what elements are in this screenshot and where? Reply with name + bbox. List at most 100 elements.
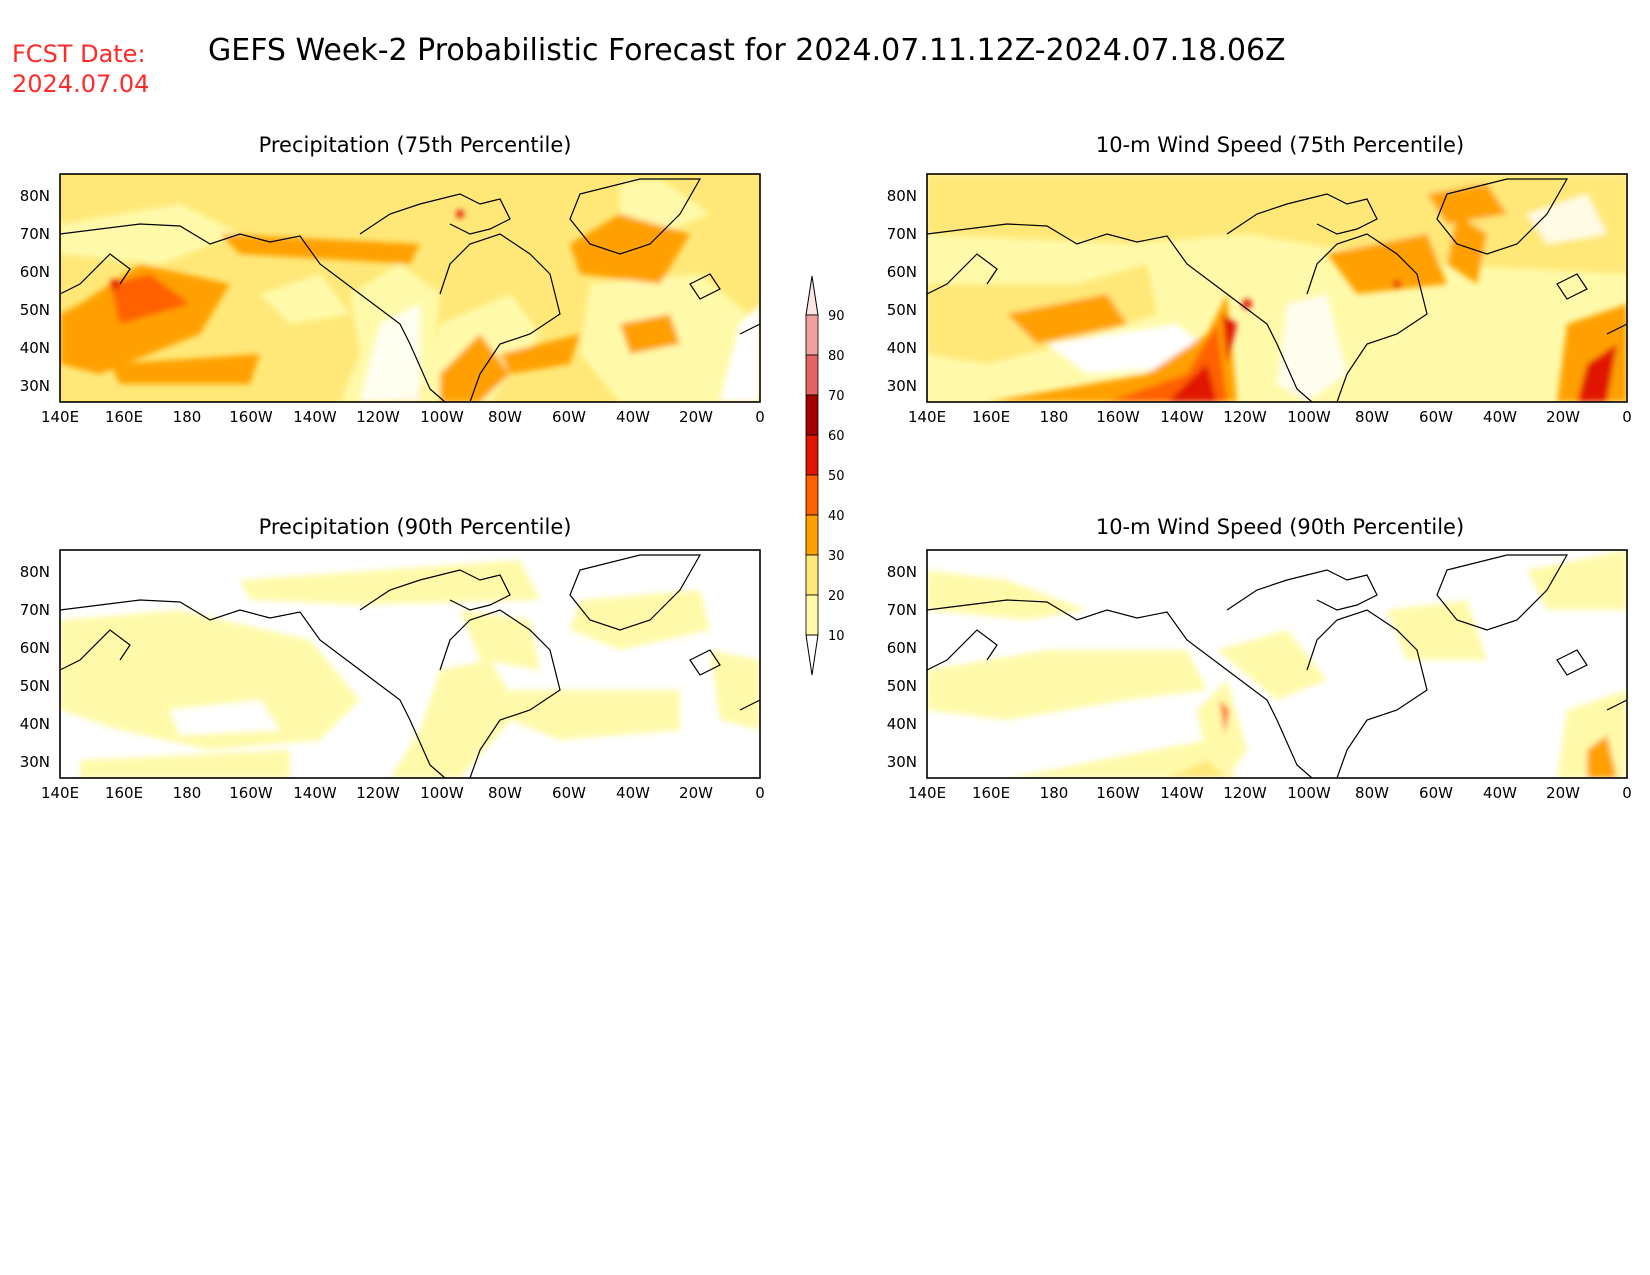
lat-tick: 50N (20, 677, 50, 695)
colorbar-label: 10 (828, 629, 845, 644)
lon-tick: 60W (1419, 408, 1453, 426)
lon-tick: 0 (1622, 784, 1632, 802)
lat-tick: 30N (887, 377, 917, 395)
lon-tick: 100W (420, 784, 464, 802)
lon-tick: 40W (616, 408, 650, 426)
panel-precip-90: Precipitation (90th Percentile) (20, 515, 765, 802)
lon-tick: 0 (755, 784, 765, 802)
lon-axis: 140E 160E 180 160W 140W 120W 100W 80W 60… (908, 784, 1632, 802)
lon-tick: 160W (229, 784, 273, 802)
lon-tick: 80W (1355, 784, 1389, 802)
probability-field (60, 174, 760, 402)
lat-tick: 70N (887, 225, 917, 243)
lat-tick: 80N (20, 187, 50, 205)
lon-tick: 120W (356, 784, 400, 802)
lon-tick: 180 (173, 784, 202, 802)
lon-tick: 80W (488, 784, 522, 802)
colorbar-label: 30 (828, 549, 845, 564)
lat-axis: 80N 70N 60N 50N 40N 30N (20, 563, 50, 771)
lon-axis: 140E 160E 180 160W 140W 120W 100W 80W 60… (41, 408, 765, 426)
lat-tick: 50N (887, 301, 917, 319)
lon-tick: 0 (1622, 408, 1632, 426)
panel-title: Precipitation (90th Percentile) (259, 515, 572, 539)
map-frame (926, 173, 1628, 403)
colorbar-label: 20 (828, 589, 845, 604)
lat-axis: 80N 70N 60N 50N 40N 30N (20, 187, 50, 395)
colorbar-swatch (805, 434, 819, 476)
colorbar-label: 90 (828, 309, 845, 324)
colorbar-swatch (805, 354, 819, 396)
lon-tick: 140E (908, 408, 946, 426)
lat-tick: 40N (887, 339, 917, 357)
lon-tick: 180 (173, 408, 202, 426)
lat-tick: 60N (887, 263, 917, 281)
probability-field (60, 550, 760, 778)
coastlines (926, 178, 1628, 403)
lat-tick: 30N (20, 377, 50, 395)
lon-tick: 160E (105, 408, 143, 426)
lat-tick: 70N (887, 601, 917, 619)
panel-wind-75: 10-m Wind Speed (75th Percentile) (887, 133, 1632, 426)
lon-tick: 140E (41, 784, 79, 802)
lon-tick: 140W (293, 408, 337, 426)
lat-tick: 40N (887, 715, 917, 733)
fcst-date-label: FCST Date: (12, 40, 146, 68)
panel-precip-75: Precipitation (75th Percentile) (20, 133, 765, 426)
lon-axis: 140E 160E 180 160W 140W 120W 100W 80W 60… (908, 408, 1632, 426)
lon-axis: 140E 160E 180 160W 140W 120W 100W 80W 60… (41, 784, 765, 802)
lon-tick: 140W (1160, 784, 1204, 802)
lon-tick: 20W (1546, 408, 1580, 426)
colorbar: 90 80 70 60 50 40 30 20 10 (805, 275, 845, 676)
colorbar-top-arrow (805, 275, 819, 316)
lon-tick: 60W (552, 784, 586, 802)
lat-tick: 40N (20, 339, 50, 357)
lon-tick: 80W (488, 408, 522, 426)
colorbar-label: 80 (828, 349, 845, 364)
lon-tick: 80W (1355, 408, 1389, 426)
lon-tick: 120W (356, 408, 400, 426)
lat-tick: 30N (20, 753, 50, 771)
lon-tick: 140E (41, 408, 79, 426)
lat-tick: 50N (887, 677, 917, 695)
lon-tick: 160W (229, 408, 273, 426)
fcst-date-value: 2024.07.04 (12, 70, 149, 98)
lon-tick: 160E (972, 784, 1010, 802)
main-title: GEFS Week-2 Probabilistic Forecast for 2… (208, 33, 1286, 68)
lat-tick: 60N (887, 639, 917, 657)
lon-tick: 140W (293, 784, 337, 802)
lon-tick: 20W (679, 784, 713, 802)
lon-tick: 40W (616, 784, 650, 802)
colorbar-swatch (805, 394, 819, 436)
map-frame (926, 549, 1628, 779)
lon-tick: 100W (1287, 784, 1331, 802)
map-frame (59, 173, 761, 403)
lat-tick: 70N (20, 225, 50, 243)
lat-tick: 60N (20, 263, 50, 281)
lat-tick: 30N (887, 753, 917, 771)
map-border (926, 173, 1628, 403)
panel-wind-90: 10-m Wind Speed (90th Percentile) (887, 515, 1632, 802)
colorbar-swatch (805, 474, 819, 516)
lon-tick: 20W (1546, 784, 1580, 802)
colorbar-label: 70 (828, 389, 845, 404)
lat-tick: 60N (20, 639, 50, 657)
lon-tick: 180 (1040, 408, 1069, 426)
colorbar-swatch (805, 514, 819, 556)
colorbar-swatch (805, 554, 819, 596)
panel-title: Precipitation (75th Percentile) (259, 133, 572, 157)
lon-tick: 40W (1483, 784, 1517, 802)
lon-tick: 100W (420, 408, 464, 426)
colorbar-swatch (805, 594, 819, 636)
coastlines (59, 554, 761, 779)
lat-tick: 50N (20, 301, 50, 319)
lon-tick: 0 (755, 408, 765, 426)
lat-tick: 80N (887, 187, 917, 205)
lon-tick: 160E (105, 784, 143, 802)
lon-tick: 140W (1160, 408, 1204, 426)
lat-tick: 40N (20, 715, 50, 733)
lon-tick: 140E (908, 784, 946, 802)
lat-axis: 80N 70N 60N 50N 40N 30N (887, 563, 917, 771)
lat-axis: 80N 70N 60N 50N 40N 30N (887, 187, 917, 395)
colorbar-swatch (805, 314, 819, 356)
